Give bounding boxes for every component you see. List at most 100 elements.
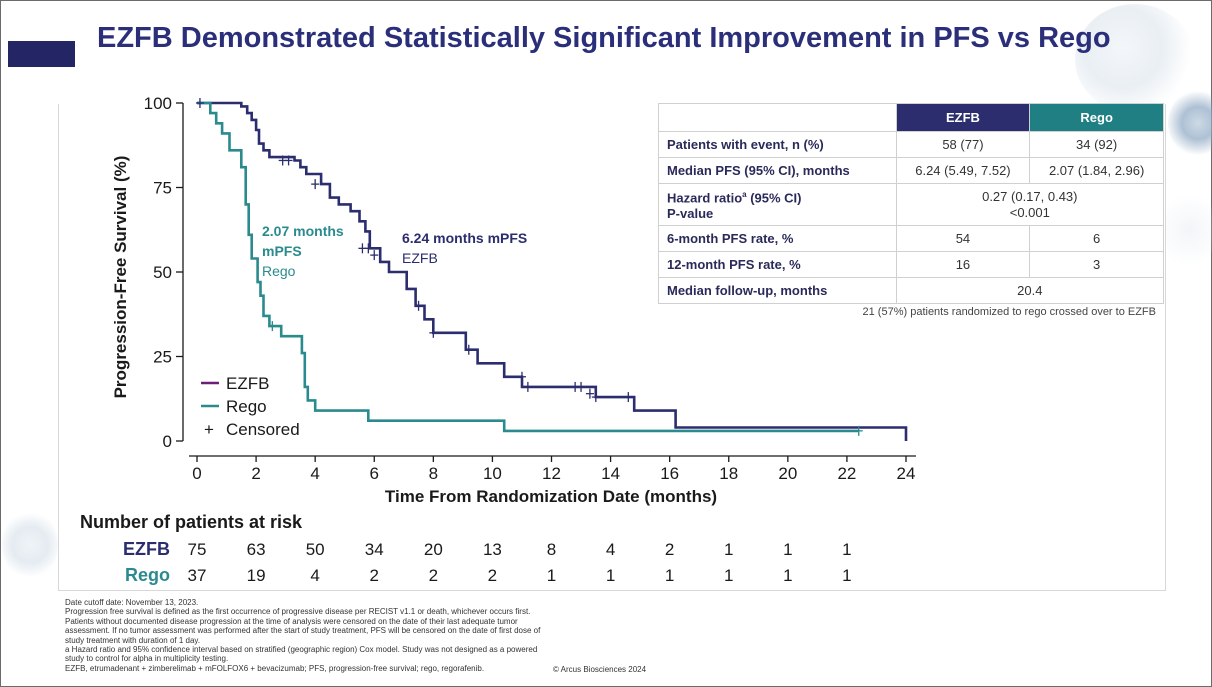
at-risk-value-ezfb: 4 <box>605 540 616 559</box>
table-row: Hazard ratioa (95% CI) P-value 0.27 (0.1… <box>658 182 1165 227</box>
table-row: Median follow-up, months 20.4 <box>658 277 1165 305</box>
y-tick-label: 50 <box>153 263 172 282</box>
chart-curves <box>197 101 908 441</box>
x-tick-label: 6 <box>370 464 379 483</box>
row-label-12m: 12-month PFS rate, % <box>658 251 897 279</box>
hr-value: 0.27 (0.17, 0.43) <box>982 188 1078 204</box>
x-tick-label: 12 <box>542 464 561 483</box>
at-risk-value-ezfb: 20 <box>423 540 443 559</box>
hr-label-sup: a <box>742 190 747 199</box>
cell-hazard-ratio: 0.27 (0.17, 0.43) <0.001 <box>895 182 1165 227</box>
table-row: Median PFS (95% CI), months 6.24 (5.49, … <box>658 157 1164 184</box>
x-tick-label: 18 <box>719 464 738 483</box>
table-header-rego: Rego <box>1029 103 1164 132</box>
pvalue-value: <0.001 <box>1009 204 1050 220</box>
x-tick-label: 4 <box>310 464 319 483</box>
at-risk-value-rego: 1 <box>546 566 557 585</box>
rego-name-annotation: Rego <box>262 263 296 279</box>
at-risk-value-ezfb: 1 <box>842 540 852 559</box>
x-tick-label: 22 <box>837 464 856 483</box>
decorative-molecule-mid-right <box>1165 185 1212 275</box>
rego-median-annotation-line1: 2.07 months <box>262 223 344 239</box>
cell-12m-ezfb: 16 <box>895 251 1031 279</box>
at-risk-value-rego: 19 <box>246 566 266 585</box>
at-risk-value-ezfb: 63 <box>246 540 266 559</box>
slide-title: EZFB Demonstrated Statistically Signific… <box>97 22 1111 54</box>
table-header-blank <box>658 103 897 132</box>
cell-median-ezfb: 6.24 (5.49, 7.52) <box>895 157 1031 184</box>
at-risk-value-rego: 1 <box>724 566 734 585</box>
footnote-definition: Progression free survival is defined as … <box>65 607 541 645</box>
rego-median-annotation-line2: mPFS <box>262 243 302 259</box>
decorative-molecule-right-edge <box>1168 88 1212 158</box>
cell-median-rego: 2.07 (1.84, 2.96) <box>1029 157 1164 184</box>
x-axis-label: Time From Randomization Date (months) <box>385 487 717 506</box>
at-risk-value-ezfb: 1 <box>724 540 734 559</box>
at-risk-value-rego: 37 <box>187 566 207 585</box>
at-risk-value-rego: 2 <box>487 566 498 585</box>
at-risk-value-ezfb: 8 <box>546 540 557 559</box>
at-risk-value-ezfb: 75 <box>187 540 207 559</box>
y-axis-label: Progression-Free Survival (%) <box>111 156 130 399</box>
x-tick-label: 24 <box>897 464 916 483</box>
footnote-hazard: a Hazard ratio and 95% confidence interv… <box>65 645 538 664</box>
chart-censor-marks <box>195 98 863 436</box>
crossover-footnote: 21 (57%) patients randomized to rego cro… <box>862 306 1156 318</box>
y-tick-label: 75 <box>153 179 172 198</box>
legend-ezfb-label: EZFB <box>226 374 269 393</box>
at-risk-value-ezfb: 13 <box>482 540 502 559</box>
y-tick-label: 0 <box>163 432 172 451</box>
x-tick-label: 8 <box>429 464 438 483</box>
table-row: 12-month PFS rate, % 16 3 <box>658 251 1164 279</box>
x-tick-label: 20 <box>778 464 797 483</box>
y-tick-label: 100 <box>144 94 172 113</box>
legend-rego-label: Rego <box>226 397 267 416</box>
at-risk-label-ezfb: EZFB <box>123 539 170 559</box>
cell-events-ezfb: 58 (77) <box>895 131 1031 158</box>
content-box <box>58 104 1166 591</box>
x-tick-label: 14 <box>601 464 620 483</box>
ezfb-median-annotation: 6.24 months mPFS <box>402 230 527 246</box>
cell-followup: 20.4 <box>895 277 1165 305</box>
ezfb-name-annotation: EZFB <box>402 250 438 266</box>
x-tick-label: 2 <box>251 464 260 483</box>
y-tick-label: 25 <box>153 348 172 367</box>
table-row: Patients with event, n (%) 58 (77) 34 (9… <box>658 131 1164 158</box>
at-risk-value-ezfb: 50 <box>305 540 325 559</box>
row-label-median: Median PFS (95% CI), months <box>658 157 897 184</box>
at-risk-value-rego: 1 <box>605 566 616 585</box>
at-risk-value-rego: 1 <box>783 566 793 585</box>
row-label-followup: Median follow-up, months <box>658 277 897 305</box>
series-line-ezfb <box>197 101 908 441</box>
row-label-hazard-ratio: Hazard ratioa (95% CI) P-value <box>658 182 897 227</box>
legend-censored-label: Censored <box>226 420 300 439</box>
row-label-6m: 6-month PFS rate, % <box>658 225 897 253</box>
x-tick-label: 0 <box>192 464 201 483</box>
cell-events-rego: 34 (92) <box>1029 131 1164 158</box>
legend-censored-symbol: + <box>204 420 214 439</box>
at-risk-value-ezfb: 2 <box>664 540 675 559</box>
table-header-ezfb: EZFB <box>895 103 1031 132</box>
at-risk-value-rego: 1 <box>842 566 852 585</box>
row-label-events: Patients with event, n (%) <box>658 131 897 158</box>
title-accent-bar <box>8 41 75 67</box>
pvalue-label: P-value <box>667 206 714 222</box>
decorative-molecule-bottom-left <box>2 510 58 580</box>
at-risk-label-rego: Rego <box>125 565 170 585</box>
at-risk-value-rego: 2 <box>369 566 379 585</box>
at-risk-value-rego: 4 <box>310 566 320 585</box>
copyright: © Arcus Biosciences 2024 <box>553 665 647 674</box>
footnotes: Date cutoff date: November 13, 2023. Pro… <box>65 598 555 673</box>
chart-legend: EZFB Rego + Censored <box>201 374 300 439</box>
at-risk-value-rego: 1 <box>664 566 675 585</box>
cell-6m-ezfb: 54 <box>895 225 1031 253</box>
pfs-stats-table: EZFB Rego Patients with event, n (%) 58 … <box>658 103 1165 305</box>
at-risk-value-ezfb: 1 <box>783 540 793 559</box>
x-tick-label: 16 <box>660 464 679 483</box>
at-risk-value-rego: 2 <box>428 566 439 585</box>
hr-label-tail: (95% CI) <box>746 190 802 206</box>
table-row: 6-month PFS rate, % 54 6 <box>658 225 1164 253</box>
cell-6m-rego: 6 <box>1029 225 1164 253</box>
